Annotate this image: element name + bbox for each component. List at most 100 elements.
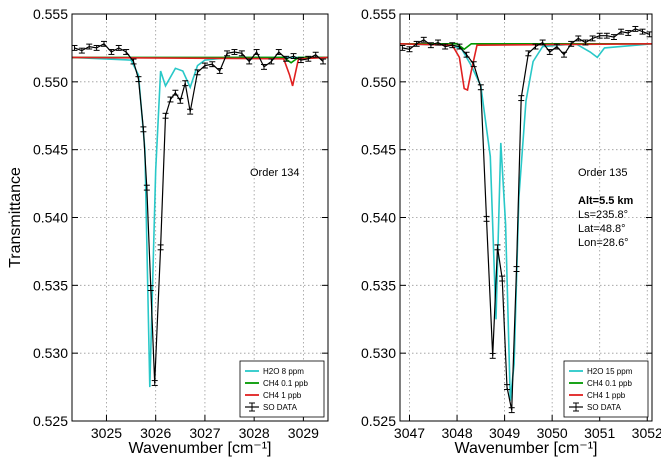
- x-tick-label: 3047: [394, 425, 425, 441]
- legend-item: H2O 15 ppm: [569, 367, 633, 376]
- legend-label: SO DATA: [587, 403, 622, 412]
- data-point: [435, 39, 442, 46]
- data-point: [618, 28, 625, 35]
- data-point: [406, 46, 413, 53]
- data-point: [489, 352, 496, 359]
- data-point: [525, 50, 532, 57]
- data-point: [553, 43, 560, 50]
- y-tick-label: 0.525: [33, 413, 68, 429]
- data-point: [442, 43, 449, 50]
- data-point: [78, 47, 85, 54]
- data-point: [201, 62, 208, 69]
- y-tick-label: 0.555: [361, 6, 396, 22]
- data-point: [157, 244, 164, 251]
- series-line-h2o-8-ppm: [72, 56, 328, 388]
- plot-area-left: [72, 40, 328, 388]
- data-point: [297, 57, 304, 64]
- legend-item: CH4 1 ppb: [245, 391, 302, 400]
- data-point: [575, 35, 582, 42]
- data-point: [108, 49, 115, 55]
- data-point: [231, 49, 238, 55]
- x-tick-label: 3026: [140, 425, 171, 441]
- series-line-so-data: [402, 28, 650, 411]
- data-point: [268, 58, 275, 65]
- data-point: [283, 55, 290, 62]
- panel-right: 3047 3048 3049 3050 3051 3052 0.525 0.530 0.535 0…: [361, 6, 661, 457]
- legend-label: CH4 1 ppb: [263, 391, 302, 400]
- x-tick-label: 3050: [537, 425, 568, 441]
- data-point: [130, 58, 137, 65]
- data-point: [238, 50, 245, 57]
- y-tick-label: 0.540: [361, 210, 396, 226]
- data-point: [539, 39, 546, 46]
- data-point: [625, 30, 632, 36]
- data-point: [513, 266, 520, 272]
- legend-right: H2O 15 ppm CH4 0.1 ppb CH4 1 ppb SO DATA: [563, 360, 649, 418]
- legend-label: H2O 15 ppm: [587, 367, 633, 376]
- data-point: [182, 80, 189, 87]
- data-point: [494, 244, 501, 251]
- plot-area-right: [400, 25, 652, 414]
- data-point: [194, 69, 201, 76]
- data-point: [639, 28, 646, 35]
- data-point: [147, 285, 154, 291]
- x-tick-label: 3052: [632, 425, 661, 441]
- y-tick-label: 0.525: [361, 413, 396, 429]
- data-point: [499, 275, 506, 282]
- data-point: [209, 61, 216, 68]
- data-point: [546, 49, 553, 55]
- data-point: [320, 58, 327, 65]
- annotation: Lat=48.8°: [578, 223, 626, 235]
- data-point: [568, 40, 575, 47]
- panel-left: 3025 3026 3027 3028 3029 0.525 0.530 0.535 0.540…: [7, 6, 329, 457]
- x-axis-title: Wavenumber [cm⁻¹]: [129, 440, 272, 457]
- data-point: [305, 55, 312, 62]
- legend-label: CH4 1 ppb: [587, 391, 626, 400]
- y-tick-label: 0.545: [361, 142, 396, 158]
- annotation: Ls=235.8°: [578, 209, 628, 221]
- x-tick-label: 3049: [489, 425, 520, 441]
- data-point: [477, 84, 484, 91]
- data-point: [123, 49, 130, 55]
- y-tick-label: 0.550: [33, 74, 68, 90]
- data-point: [216, 68, 223, 74]
- data-point: [470, 61, 477, 68]
- y-tick-label: 0.530: [361, 345, 396, 361]
- x-axis-title: Wavenumber [cm⁻¹]: [455, 440, 598, 457]
- legend-item: H2O 8 ppm: [245, 367, 304, 376]
- x-tick-label: 3028: [239, 425, 270, 441]
- data-point: [187, 108, 194, 115]
- data-point: [632, 25, 639, 32]
- data-point: [246, 58, 253, 65]
- legend-item: CH4 1 ppb: [569, 391, 626, 400]
- data-point: [413, 40, 420, 47]
- legend-item: SO DATA: [245, 402, 298, 412]
- annotation-altitude: Alt=5.5 km: [578, 195, 634, 207]
- legend-left: H2O 8 ppm CH4 0.1 ppb CH4 1 ppb SO DATA: [239, 360, 325, 418]
- data-point: [532, 43, 539, 50]
- series-line-so-data: [74, 43, 324, 384]
- data-point: [224, 50, 231, 57]
- data-point: [449, 42, 456, 49]
- data-point: [503, 384, 510, 391]
- annotation: Order 135: [578, 167, 628, 179]
- y-tick-label: 0.540: [33, 210, 68, 226]
- data-point: [101, 40, 107, 47]
- legend-item: CH4 0.1 ppb: [569, 379, 632, 388]
- data-point: [463, 51, 470, 58]
- data-point: [93, 44, 100, 51]
- data-point: [261, 63, 267, 70]
- data-point: [86, 43, 93, 50]
- y-tick-label: 0.535: [361, 277, 396, 293]
- data-point: [275, 49, 282, 55]
- legend-item: CH4 0.1 ppb: [245, 379, 308, 388]
- legend-item: SO DATA: [569, 402, 622, 412]
- data-point: [177, 97, 184, 104]
- data-point: [172, 89, 179, 96]
- data-point: [483, 215, 490, 222]
- data-point: [427, 42, 434, 49]
- data-point: [561, 51, 568, 58]
- data-point: [610, 34, 617, 41]
